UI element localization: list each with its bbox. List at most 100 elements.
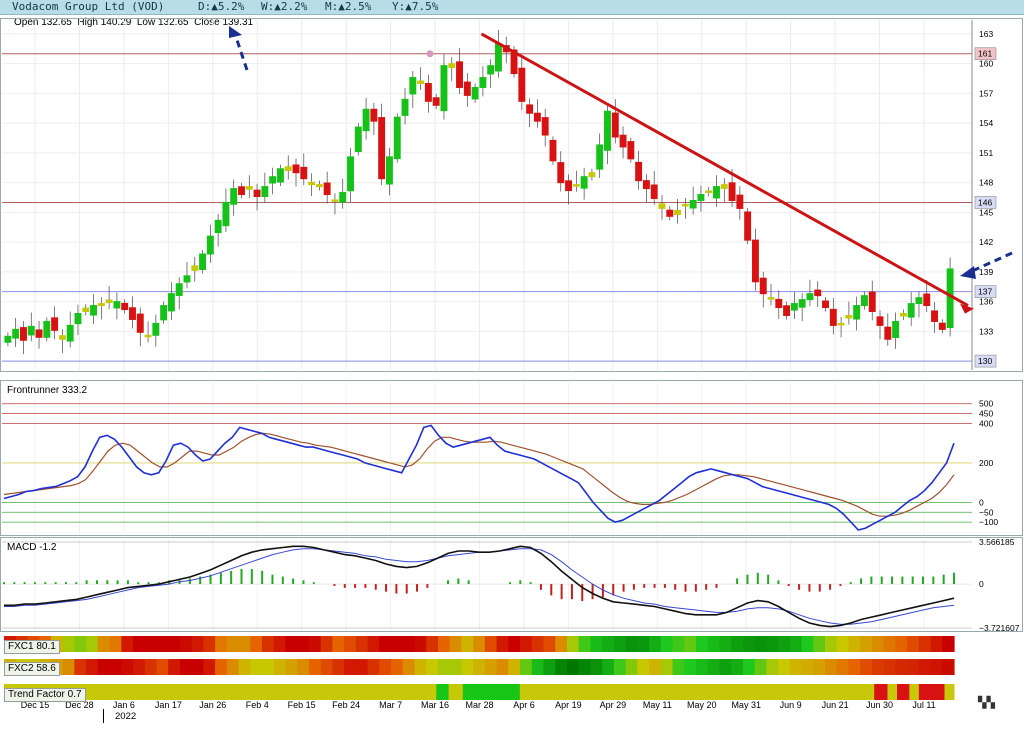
- fxc2-cell: [308, 659, 322, 675]
- price-candle: [526, 98, 534, 128]
- reference-line-tag: [974, 354, 997, 368]
- candle-body: [308, 181, 316, 186]
- fxc2-cell: [97, 659, 111, 675]
- osc-fast-line: [3, 424, 955, 531]
- price-candle: [245, 175, 253, 199]
- candle-body: [339, 192, 347, 203]
- candle-body: [853, 305, 861, 320]
- fxc2-cell: [367, 659, 380, 675]
- candle-body: [510, 49, 518, 75]
- price-candle: [432, 93, 440, 110]
- candle-body: [113, 301, 121, 309]
- price-candle: [557, 151, 565, 192]
- oscillator-panel-frame: [0, 380, 1023, 536]
- macd-panel-frame: [0, 537, 1023, 632]
- x-axis-label: Mar 28: [465, 700, 493, 710]
- candle-body: [4, 335, 12, 343]
- candle-body: [175, 283, 183, 296]
- x-axis-label: Mar 16: [421, 700, 449, 710]
- fxc1-cell: [719, 636, 732, 652]
- candle-body: [814, 289, 822, 297]
- fxc2-cell: [496, 659, 509, 675]
- price-candle: [214, 213, 222, 247]
- fxc2-cell: [801, 659, 814, 675]
- price-candle: [713, 175, 720, 207]
- fxc2-cell: [74, 659, 87, 675]
- instrument-name: Vodacom Group Ltd (VOD): [12, 0, 165, 13]
- fxc1-cell: [778, 636, 791, 652]
- price-candle: [160, 301, 168, 324]
- candle-body: [370, 108, 378, 122]
- price-candle: [923, 280, 931, 313]
- price-candle: [463, 73, 471, 107]
- candle-body: [658, 203, 666, 209]
- fxc2-cell: [191, 659, 204, 675]
- price-candle: [261, 172, 269, 203]
- price-candle: [43, 317, 51, 342]
- osc-tick-label: 450: [979, 409, 993, 419]
- fxc2-cell: [531, 659, 545, 675]
- x-axis-label: Dec 28: [65, 700, 94, 710]
- price-candle: [378, 103, 386, 186]
- fxc2-cell: [766, 659, 779, 675]
- fxc1-cell: [637, 636, 650, 652]
- price-candle: [370, 102, 378, 136]
- price-tick-label: 136: [979, 297, 993, 307]
- candle-body: [487, 65, 495, 75]
- frontrunner-label: Frontrunner 333.2: [7, 385, 88, 396]
- price-candle: [269, 167, 277, 195]
- fxc1-cell: [578, 636, 592, 652]
- reference-line-tag-label: 161: [978, 49, 992, 59]
- x-axis-label: Dec 15: [21, 700, 50, 710]
- price-candle: [783, 301, 791, 320]
- candle-body: [736, 194, 744, 209]
- fxc2-cell: [883, 659, 896, 675]
- candle-body: [822, 300, 829, 309]
- price-candle: [206, 224, 214, 263]
- price-candle: [331, 193, 339, 215]
- fxc2-cell: [156, 659, 169, 675]
- annotation-arrowhead-close: [960, 266, 976, 279]
- price-candle: [751, 228, 759, 291]
- candle-body: [20, 327, 27, 341]
- fxc2-cell: [789, 659, 803, 675]
- fxc2-cell: [215, 659, 228, 675]
- fxc1-cell: [484, 636, 498, 652]
- candle-body: [323, 182, 331, 196]
- price-candle: [456, 47, 463, 94]
- candle-body: [74, 312, 82, 325]
- price-tick-label: 133: [979, 326, 993, 336]
- fxc2-cell: [684, 659, 697, 675]
- fxc1-cell: [74, 636, 87, 652]
- price-tick-label: 142: [979, 237, 993, 247]
- fxc1-cell: [179, 636, 193, 652]
- candle-body: [783, 305, 791, 316]
- fxc1-cell: [824, 636, 838, 652]
- price-panel-frame: [0, 18, 1023, 372]
- candle-body: [167, 293, 175, 312]
- fxc2-cell: [731, 659, 744, 675]
- fxc2-cell: [344, 659, 357, 675]
- price-candle: [798, 293, 806, 322]
- annotation-arrowhead-ohlc: [229, 26, 242, 38]
- candle-body: [354, 126, 362, 152]
- candle-body: [931, 310, 938, 322]
- expand-icon[interactable]: ▚▚: [978, 697, 995, 709]
- trendline: [480, 32, 969, 307]
- price-candle: [650, 171, 658, 205]
- candle-body: [152, 322, 160, 336]
- candle-body: [650, 184, 658, 199]
- price-candle: [308, 173, 316, 197]
- fxc1-cell: [273, 636, 287, 652]
- price-candle: [627, 137, 635, 163]
- price-candle: [90, 294, 98, 325]
- x-axis-label: May 31: [731, 700, 761, 710]
- x-axis-label: Apr 19: [555, 700, 582, 710]
- candle-body: [97, 303, 105, 307]
- candle-body: [331, 199, 339, 202]
- price-candle: [775, 290, 783, 319]
- candle-body: [674, 209, 682, 216]
- trend-factor-segment: [918, 684, 945, 700]
- price-candle: [276, 164, 284, 186]
- fxc1-cell: [320, 636, 333, 652]
